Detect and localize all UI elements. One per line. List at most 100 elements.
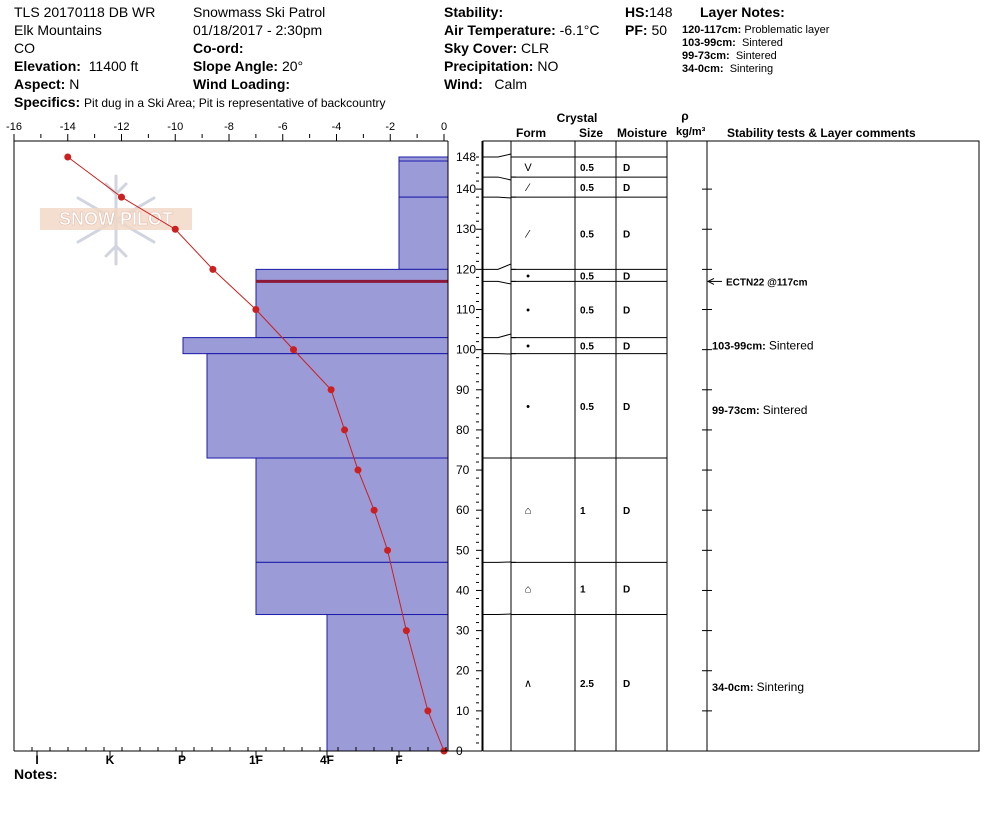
slope-label: Slope Angle: (193, 58, 279, 74)
elevation-row: Elevation: 11400 ft (14, 58, 138, 74)
layer-connector (483, 613, 512, 616)
grain-size-value: 1 (580, 506, 586, 517)
grain-form-symbol: • (526, 270, 530, 282)
snow-pilot-logo: SNOW PILOT (40, 174, 192, 266)
depth-tick-label: 20 (456, 664, 470, 678)
depth-tick-label: 140 (456, 182, 476, 196)
grain-size-value: 2.5 (580, 679, 594, 690)
temp-tick-label: -4 (332, 121, 342, 133)
aspect-row: Aspect: N (14, 76, 79, 92)
grain-size-value: 0.5 (580, 402, 594, 413)
notes-label: Notes: (14, 766, 58, 782)
depth-tick-label: 10 (456, 704, 470, 718)
state: CO (14, 40, 35, 56)
temperature-point (327, 386, 335, 394)
grain-form-symbol: ∧ (524, 678, 532, 690)
comments-header: Stability tests & Layer comments (727, 126, 916, 140)
sky-label: Sky Cover: (444, 40, 518, 56)
depth-tick-label: 60 (456, 503, 470, 517)
layer-note: 103-99cm: Sintered (682, 37, 783, 49)
rho-header: ρ (681, 109, 688, 123)
hardness-layer (255, 457, 449, 563)
hs-value: 148 (649, 4, 673, 20)
hardness-tick-label: K (106, 753, 115, 767)
grain-form-symbol: ⌂ (525, 583, 532, 595)
temperature-point (118, 193, 125, 201)
pf-row: PF: 50 (625, 22, 667, 38)
specifics-label: Specifics: (14, 94, 81, 110)
moisture-value: D (623, 506, 630, 517)
slope-value: 20° (281, 58, 304, 74)
grain-form-symbol: • (526, 341, 530, 353)
hardness-layer (398, 196, 449, 270)
temperature-point (384, 546, 392, 554)
grain-form-symbol: • (526, 305, 530, 317)
observer: Snowmass Ski Patrol (193, 4, 326, 20)
crystal-header: Crystal (557, 111, 598, 125)
layer-comment: 34-0cm: Sintering (712, 680, 804, 694)
temperature-line (67, 156, 445, 752)
moisture-header: Moisture (617, 126, 667, 140)
temperature-point (209, 265, 217, 273)
grain-size-value: 0.5 (580, 342, 594, 353)
pf-value: 50 (651, 22, 668, 38)
moisture-value: D (623, 679, 630, 690)
elevation-value: 11400 ft (88, 58, 139, 74)
aspect-label: Aspect: (14, 76, 66, 92)
grain-size-value: 0.5 (580, 306, 594, 317)
layer-note: 34-0cm: Sintering (682, 63, 774, 75)
temperature-point (64, 153, 72, 161)
sky-row: Sky Cover: CLR (444, 40, 549, 56)
hardness-tick-label: 4F (320, 753, 334, 767)
precip-value: NO (537, 58, 559, 74)
hardness-layer (326, 614, 449, 752)
temp-tick-label: -14 (60, 121, 76, 133)
temp-tick-label: -12 (114, 121, 130, 133)
depth-tick-label: 0 (456, 744, 463, 758)
temperature-point (171, 225, 179, 233)
hardness-layer (255, 280, 449, 339)
grain-size-value: 0.5 (580, 271, 594, 282)
comment-arrow-head (706, 277, 715, 285)
layer-connector (483, 333, 512, 339)
temp-tick-label: -6 (278, 121, 288, 133)
hardness-layer (182, 337, 449, 355)
temp-tick-label: -10 (167, 121, 183, 133)
depth-tick-label: 30 (456, 624, 470, 638)
moisture-value: D (623, 229, 630, 240)
hardness-tick-label: I (35, 753, 38, 767)
depth-tick-label: 50 (456, 543, 470, 557)
stability-test-label: ECTN22 @117cm (726, 277, 808, 288)
specifics-value: Pit dug in a Ski Area; Pit is representa… (84, 96, 386, 110)
layer-connector (483, 196, 512, 199)
layer-connector (483, 263, 512, 270)
hardness-layer (206, 353, 449, 459)
moisture-value: D (623, 342, 630, 353)
air-temp-value: -6.1°C (559, 22, 600, 38)
hardness-tick-label: 1F (249, 753, 263, 767)
hardness-layer (398, 156, 449, 162)
moisture-value: D (623, 183, 630, 194)
temp-tick-label: 0 (441, 121, 447, 133)
depth-tick-label: 70 (456, 463, 470, 477)
layer-connector (483, 280, 512, 285)
layer-notes-title: Layer Notes: (700, 4, 785, 20)
air-temp-label: Air Temperature: (444, 22, 556, 38)
datetime: 01/18/2017 - 2:30pm (193, 22, 323, 38)
form-header: Form (516, 126, 546, 140)
grain-size-value: 0.5 (580, 183, 594, 194)
aspect-value: N (69, 76, 80, 92)
hardness-layer (398, 160, 449, 198)
pit-id: TLS 20170118 DB WR (14, 4, 156, 20)
grain-form-symbol: • (526, 401, 530, 413)
grain-form-symbol: ⁄ (524, 182, 531, 194)
hardness-tick-label: P (178, 753, 186, 767)
air-temp-row: Air Temperature: -6.1°C (444, 22, 600, 38)
grain-form-symbol: ⌂ (525, 505, 532, 517)
slope-row: Slope Angle: 20° (193, 58, 303, 74)
precip-row: Precipitation: NO (444, 58, 558, 74)
temp-tick-label: -2 (385, 121, 395, 133)
depth-tick-label: 130 (456, 222, 476, 236)
depth-tick-label: 80 (456, 423, 470, 437)
